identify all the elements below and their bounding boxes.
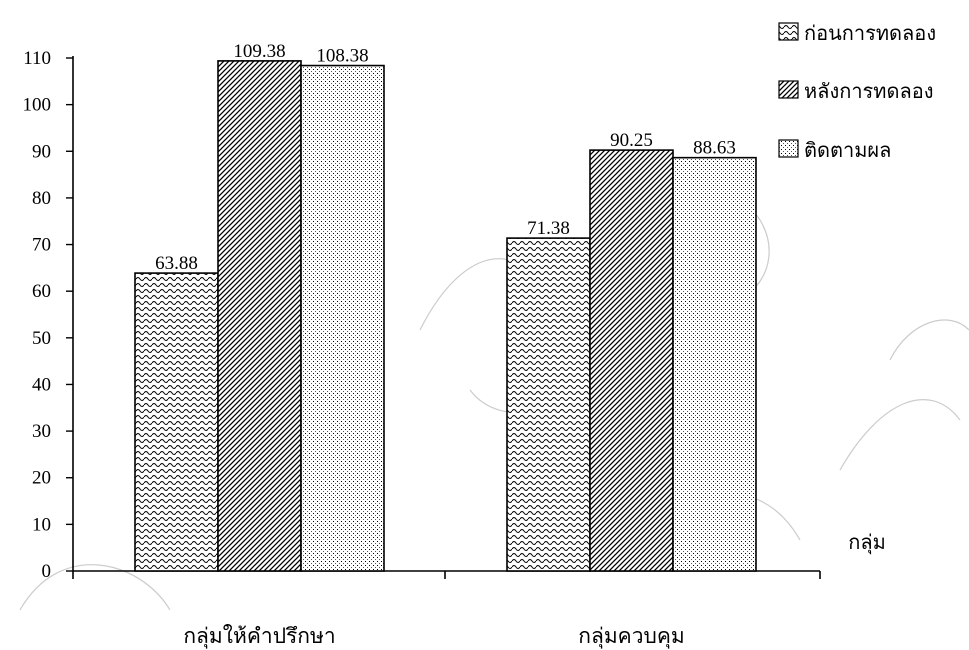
y-tick-label: 60 bbox=[32, 281, 51, 302]
legend-swatch bbox=[778, 80, 799, 99]
bars bbox=[134, 60, 757, 572]
y-tick-label: 100 bbox=[23, 95, 52, 116]
data-label: 90.25 bbox=[610, 130, 653, 151]
legend-swatch bbox=[778, 139, 799, 158]
bar bbox=[589, 149, 674, 572]
data-label: 71.38 bbox=[527, 218, 570, 239]
x-category-label: กลุ่มควบคุม bbox=[578, 624, 685, 649]
legend-label: หลังการทดลอง bbox=[804, 81, 934, 103]
bar bbox=[300, 64, 385, 572]
bar bbox=[672, 156, 757, 572]
y-tick-label: 110 bbox=[23, 48, 51, 69]
x-axis-title: กลุ่ม bbox=[848, 532, 886, 555]
y-tick-label: 50 bbox=[32, 328, 51, 349]
data-labels: 63.88 71.38 109.38 90.25 108.38 88.63 bbox=[155, 41, 736, 274]
x-category-label: กลุ่มให้คำปรึกษา bbox=[183, 624, 335, 649]
bar bbox=[217, 60, 302, 572]
data-label: 109.38 bbox=[233, 41, 285, 62]
legend-label: ก่อนการทดลอง bbox=[804, 23, 936, 45]
y-tick-label: 70 bbox=[32, 235, 51, 256]
data-label: 108.38 bbox=[316, 46, 368, 67]
data-label: 88.63 bbox=[693, 138, 736, 159]
y-tick-label: 30 bbox=[32, 421, 51, 442]
axes: 0 10 20 30 40 50 60 70 80 90 100 110 กลุ่มให้คำปรึกษ… bbox=[23, 48, 886, 649]
y-tick-label: 10 bbox=[32, 514, 51, 535]
y-tick-label: 90 bbox=[32, 141, 51, 162]
bar bbox=[506, 237, 591, 572]
bar bbox=[134, 272, 219, 572]
y-tick-label: 20 bbox=[32, 468, 51, 489]
y-tick-label: 0 bbox=[42, 561, 52, 582]
legend-label: ติดตามผล bbox=[804, 140, 891, 162]
data-label: 63.88 bbox=[155, 253, 198, 274]
y-tick-label: 80 bbox=[32, 188, 51, 209]
legend-swatch bbox=[778, 22, 799, 41]
y-tick-label: 40 bbox=[32, 374, 51, 395]
